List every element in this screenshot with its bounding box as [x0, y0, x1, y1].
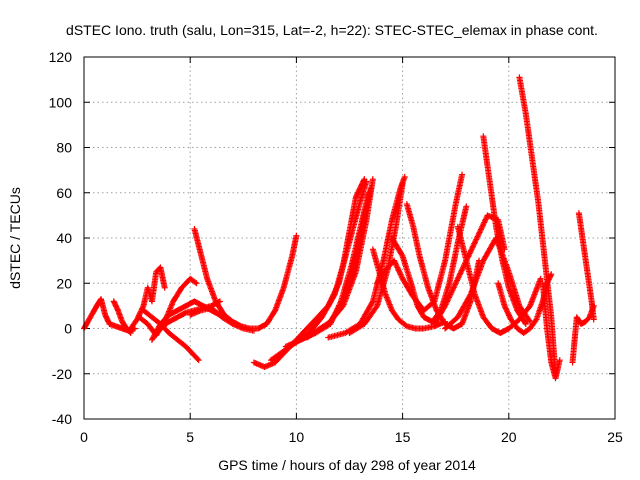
x-tick-label: 5 — [186, 429, 194, 445]
data-series — [187, 305, 257, 334]
y-tick-label: 40 — [56, 230, 72, 246]
y-tick-label: -20 — [52, 366, 72, 382]
data-series — [388, 203, 470, 325]
data-series — [516, 74, 559, 377]
y-tick-label: 80 — [56, 140, 72, 156]
y-tick-label: 100 — [49, 94, 73, 110]
data-series — [480, 133, 529, 327]
y-tick-label: 60 — [56, 185, 72, 201]
data-series — [191, 225, 300, 332]
data-point-trail — [191, 225, 300, 332]
x-tick-label: 10 — [289, 429, 305, 445]
plot-frame — [83, 56, 616, 420]
data-point-trail — [187, 305, 257, 334]
data-series — [304, 176, 376, 341]
chart-title: dSTEC Iono. truth (salu, Lon=315, Lat=-2… — [66, 22, 598, 38]
data-point-trail — [539, 280, 563, 382]
data-series — [110, 298, 134, 337]
x-tick-label: 0 — [80, 429, 88, 445]
y-tick-label: -40 — [52, 411, 72, 427]
data-series — [539, 280, 563, 382]
x-axis-label: GPS time / hours of day 298 of year 2014 — [218, 457, 476, 473]
y-tick-label: 20 — [56, 275, 72, 291]
y-tick-label: 120 — [49, 49, 73, 65]
y-axis-label: dSTEC / TECUs — [7, 187, 23, 289]
data-points — [81, 74, 597, 382]
x-tick-label: 20 — [501, 429, 517, 445]
data-point-trail — [304, 176, 376, 341]
data-series — [346, 180, 406, 337]
x-tick-label: 25 — [607, 429, 623, 445]
data-point-trail — [575, 210, 597, 323]
axis-ticks: 0 5 10 15 20 25 -40 -20 0 20 40 60 80 100 120 — [49, 49, 623, 445]
data-point-trail — [516, 74, 559, 377]
data-point-trail — [480, 133, 529, 327]
data-point-trail — [388, 203, 470, 325]
data-point-trail — [110, 298, 134, 337]
x-tick-label: 15 — [395, 429, 411, 445]
y-tick-label: 0 — [64, 321, 72, 337]
data-series — [575, 210, 597, 323]
data-point-trail — [346, 180, 406, 337]
